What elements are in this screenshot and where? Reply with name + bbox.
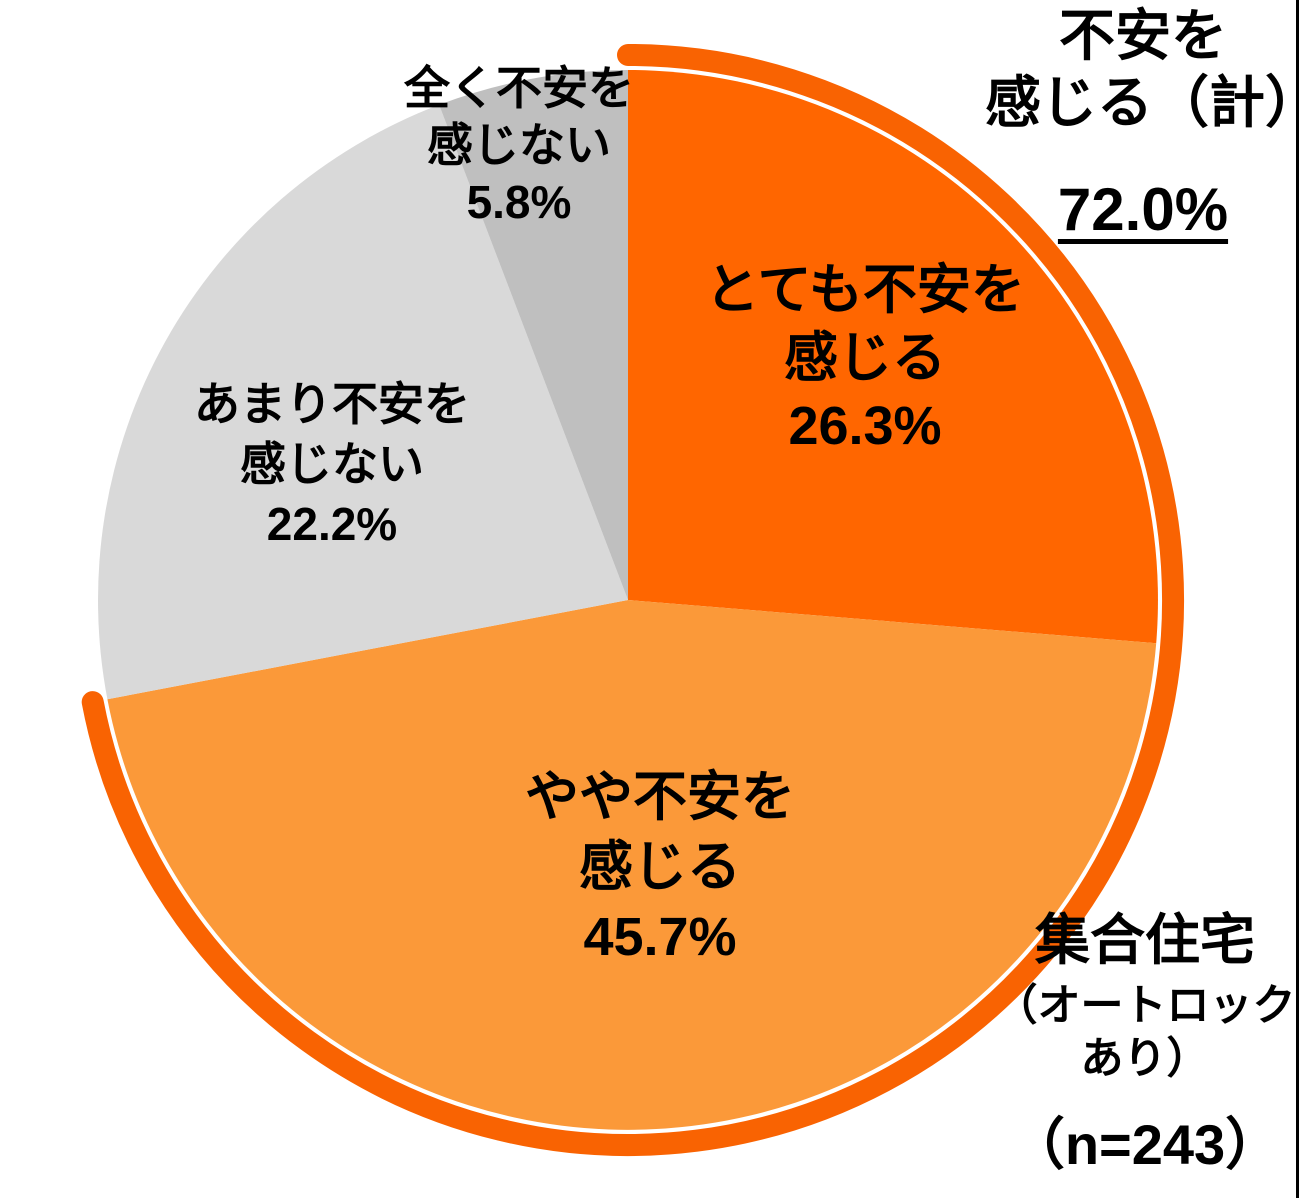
slice-label-value: 45.7% <box>583 907 737 967</box>
pie-slice-3 <box>98 104 628 700</box>
sample-size: （n=243） <box>1008 1113 1282 1176</box>
pie-slice-2 <box>107 600 1157 1130</box>
highlight-arc <box>81 44 1185 1156</box>
pie-slice-4 <box>439 70 628 600</box>
slice-label-line: 感じる <box>579 837 741 897</box>
slice-label-line: 全く不安を <box>404 62 634 114</box>
slice-label-line: とても不安を <box>705 260 1025 320</box>
slice-label-value: 22.2% <box>266 498 398 550</box>
slice-label-somewhat-anxious: やや不安を 感じる 45.7% <box>490 762 830 972</box>
slice-label-line: あまり不安を <box>194 378 470 430</box>
group-subtitle-line: （オートロック <box>994 982 1296 1030</box>
group-subtitle: （オートロック あり） <box>993 980 1297 1086</box>
slice-label-line: 感じない <box>427 119 611 171</box>
group-subtitle-line: あり） <box>1080 1035 1210 1083</box>
group-annotation: 集合住宅 （オートロック あり） （n=243） <box>993 908 1297 1178</box>
slice-label-very-anxious: とても不安を 感じる 26.3% <box>695 256 1035 460</box>
slice-label-line: やや不安を <box>525 767 795 827</box>
total-annotation-line: 感じる（計） <box>985 71 1303 134</box>
slice-label-value: 26.3% <box>788 396 942 456</box>
right-border-line <box>1296 0 1299 1198</box>
group-title: 集合住宅 <box>1034 909 1255 971</box>
slice-label-not-at-all: 全く不安を 感じない 5.8% <box>339 60 699 231</box>
slice-label-line: 感じる <box>784 328 946 388</box>
total-annotation-value: 72.0% <box>1057 176 1229 243</box>
slice-label-not-much: あまり不安を 感じない 22.2% <box>162 374 502 554</box>
slice-label-line: 感じない <box>240 438 424 490</box>
total-anxious-annotation: 不安を 感じる（計） 72.0% <box>985 2 1303 243</box>
total-annotation-line: 不安を <box>1059 4 1227 67</box>
pie-slice-1 <box>628 70 1158 644</box>
slice-label-value: 5.8% <box>466 176 572 228</box>
